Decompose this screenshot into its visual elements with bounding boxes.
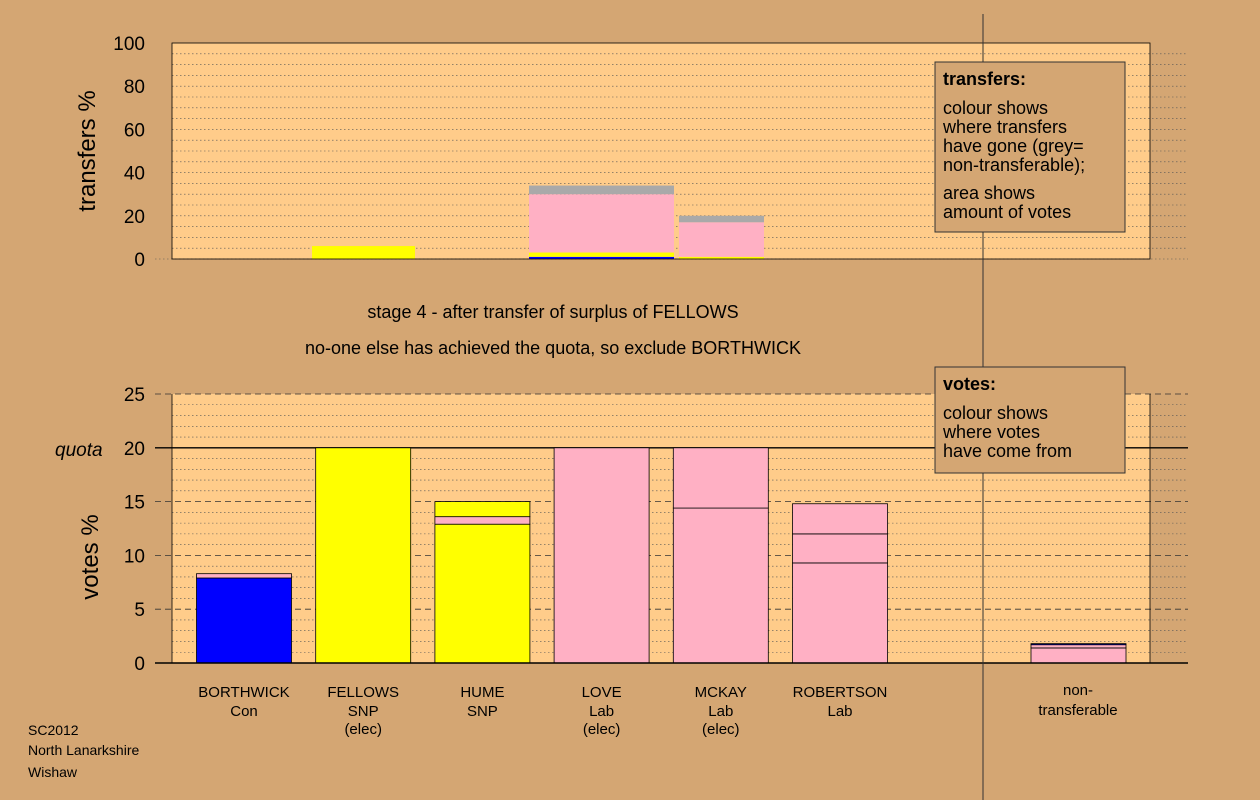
footer-election: SC2012 — [28, 722, 79, 738]
vote-bar-segment — [315, 447, 412, 664]
votes-tick-label: 20 — [124, 439, 145, 460]
transfers-legend-line: have gone (grey= — [943, 136, 1084, 156]
vote-bar-segment — [1030, 647, 1127, 664]
votes-y-axis-label: votes % — [77, 514, 104, 599]
transfers-y-axis-label: transfers % — [74, 90, 101, 211]
transfers-legend-box — [934, 61, 1126, 233]
transfer-bar-segment — [679, 256, 764, 259]
transfers-legend-line: non-transferable); — [943, 155, 1085, 175]
votes-legend-line: colour shows — [943, 403, 1048, 423]
votes-legend: votes: colour shows where votes have com… — [934, 366, 1126, 474]
votes-legend-line: have come from — [943, 441, 1072, 461]
candidate-status-label: (elec) — [344, 721, 382, 738]
transfer-bar-segment — [529, 256, 674, 259]
votes-tick-label: 25 — [124, 385, 145, 406]
transfer-bar-segment — [679, 215, 764, 223]
vote-bar-segment — [792, 562, 888, 664]
transfers-legend-line: area shows — [943, 183, 1035, 203]
transfers-tick-label: 80 — [124, 77, 145, 98]
transfer-bar-segment — [679, 222, 764, 257]
candidate-name-label: FELLOWS — [327, 684, 399, 701]
transfers-tick-label: 40 — [124, 164, 145, 185]
transfers-legend-line: amount of votes — [943, 202, 1071, 222]
candidate-party-label: Lab — [708, 703, 733, 720]
vote-bar-segment — [196, 573, 292, 579]
candidate-name-label: HUME — [460, 684, 504, 701]
vote-bar-segment — [434, 516, 531, 525]
vote-bar-segment — [792, 503, 888, 535]
votes-tick-label: 0 — [134, 654, 145, 675]
vote-bar-segment — [792, 533, 888, 564]
footer-ward: Wishaw — [28, 764, 78, 780]
candidate-name-label: ROBERTSON — [793, 684, 888, 701]
votes-tick-label: 5 — [134, 600, 145, 621]
candidate-status-label: (elec) — [583, 721, 621, 738]
candidate-party-label: Lab — [827, 703, 852, 720]
vote-bar-segment — [434, 501, 531, 518]
vote-bar-segment — [1030, 643, 1127, 646]
non-transferable-label: transferable — [1038, 702, 1117, 719]
candidate-name-label: MCKAY — [695, 684, 747, 701]
transfers-plot-frame — [171, 42, 1151, 260]
transfers-tick-label: 0 — [134, 250, 145, 271]
candidate-party-label: SNP — [467, 703, 498, 720]
transfer-bar-segment — [529, 194, 674, 253]
vote-bar-segment — [196, 577, 292, 664]
candidate-name-label: BORTHWICK — [198, 684, 289, 701]
candidate-status-label: (elec) — [702, 721, 740, 738]
votes-legend-line: where votes — [942, 422, 1040, 442]
votes-legend-box — [934, 366, 1126, 474]
candidate-party-label: SNP — [348, 703, 379, 720]
status-heading: no-one else has achieved the quota, so e… — [305, 338, 801, 358]
stage-heading: stage 4 - after transfer of surplus of F… — [367, 302, 738, 322]
transfers-tick-label: 20 — [124, 207, 145, 228]
transfers-legend-line: where transfers — [942, 117, 1067, 137]
transfers-legend-title: transfers: — [943, 69, 1026, 89]
non-transferable-label: non- — [1063, 682, 1093, 699]
votes-tick-label: 10 — [124, 546, 145, 567]
vote-bar-segment — [672, 447, 769, 509]
vote-bar-segment — [434, 523, 531, 664]
transfer-bar-segment — [529, 252, 674, 257]
vote-bar-segment — [672, 507, 769, 664]
footer-council: North Lanarkshire — [28, 742, 139, 758]
votes-tick-label: 15 — [124, 493, 145, 514]
transfer-bar-segment — [312, 246, 415, 259]
quota-label: quota — [55, 440, 103, 461]
votes-legend-title: votes: — [943, 374, 996, 394]
candidate-party-label: Lab — [589, 703, 614, 720]
candidate-name-label: LOVE — [582, 684, 622, 701]
transfers-legend-line: colour shows — [943, 98, 1048, 118]
transfers-legend: transfers: colour shows where transfers … — [934, 61, 1126, 233]
transfer-bar-segment — [529, 185, 674, 195]
vote-bar-segment — [1030, 644, 1127, 649]
transfers-tick-label: 100 — [113, 34, 145, 55]
transfers-tick-label: 60 — [124, 120, 145, 141]
candidate-party-label: Con — [230, 703, 258, 720]
vote-bar-segment — [553, 447, 650, 664]
